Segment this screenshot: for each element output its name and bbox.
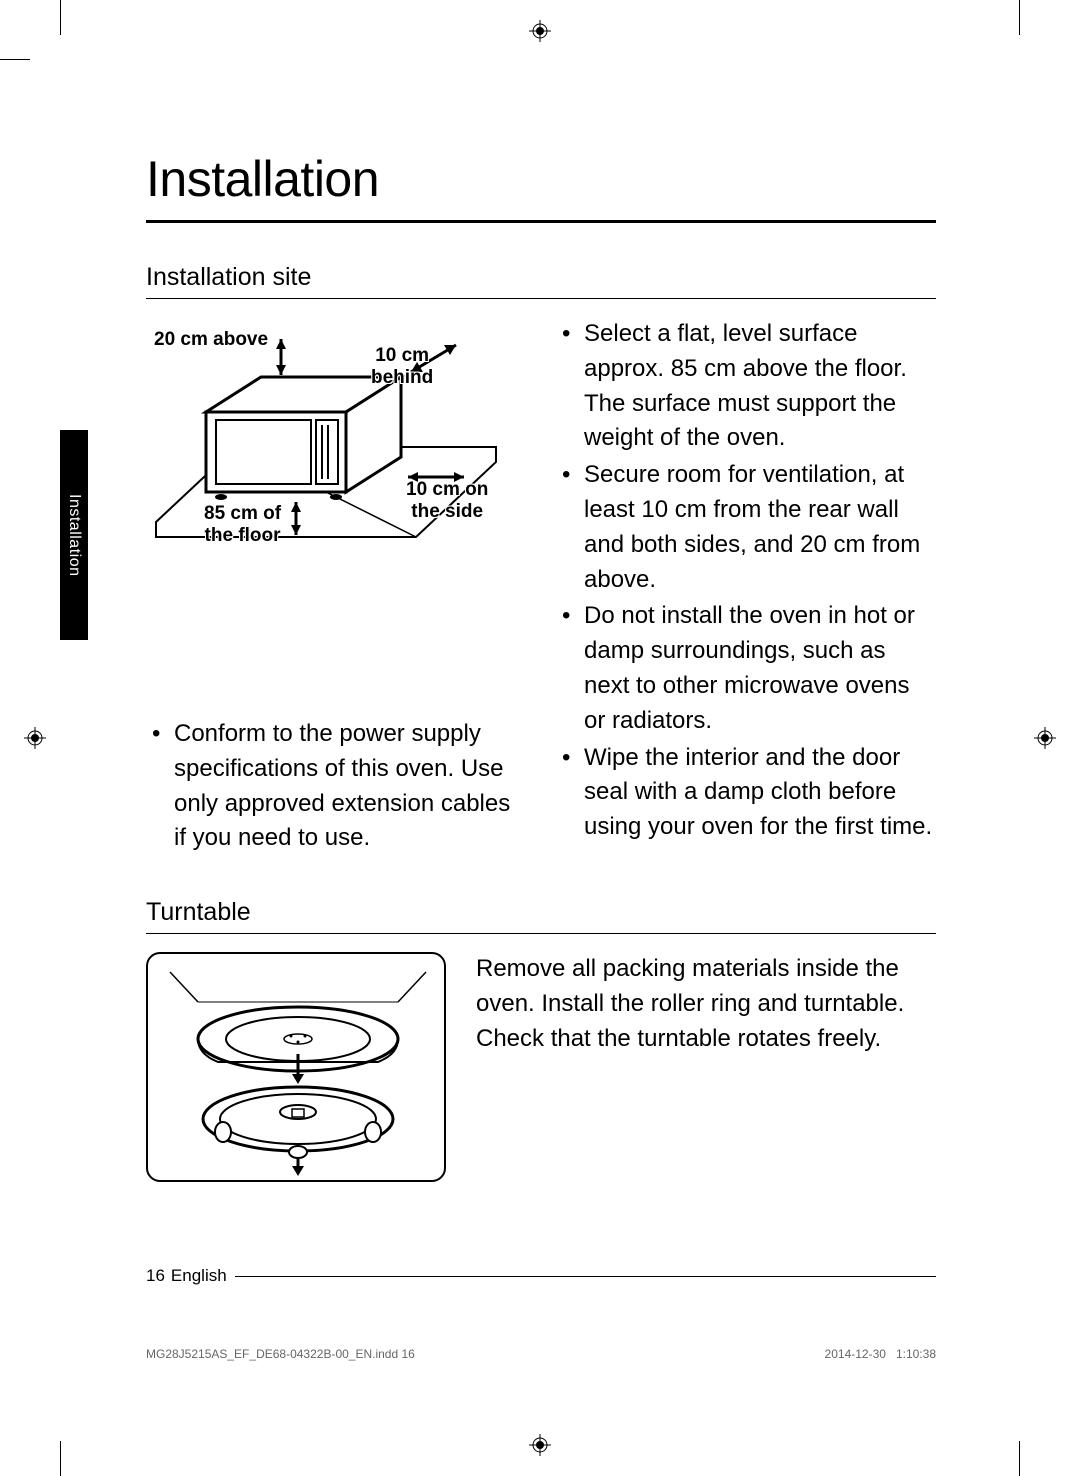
crop-mark — [0, 59, 30, 60]
turntable-text: Remove all packing materials inside the … — [476, 952, 936, 1056]
right-column: Select a flat, level surface approx. 85 … — [556, 317, 936, 858]
clearance-diagram: 20 cm above 10 cm behind 10 cm on the si… — [146, 317, 506, 567]
section-title-installation-site: Installation site — [146, 263, 936, 299]
page-frame: Installation Installation Installation s… — [60, 60, 1020, 1416]
crop-mark — [60, 0, 61, 35]
crop-mark — [1019, 1441, 1020, 1476]
registration-mark-icon — [529, 20, 551, 42]
section-title-turntable: Turntable — [146, 898, 936, 934]
registration-mark-icon — [529, 1434, 551, 1456]
imprint-datetime: 2014-12-30 1:10:38 — [825, 1347, 936, 1361]
diagram-label-side: 10 cm on the side — [406, 479, 488, 523]
diagram-label-floor: 85 cm of the floor — [204, 503, 281, 547]
left-column: 20 cm above 10 cm behind 10 cm on the si… — [146, 317, 526, 858]
installation-site-columns: 20 cm above 10 cm behind 10 cm on the si… — [146, 317, 936, 858]
turntable-section: Turntable — [146, 898, 936, 1182]
right-bullet-list: Select a flat, level surface approx. 85 … — [556, 317, 936, 845]
sidebar-label: Installation — [65, 494, 83, 577]
diagram-label-above: 20 cm above — [154, 329, 268, 351]
crop-mark — [60, 1441, 61, 1476]
microwave-clearance-svg — [146, 317, 506, 567]
footer-page-number: 16 — [146, 1266, 165, 1286]
crop-mark — [1019, 0, 1020, 35]
registration-mark-icon — [24, 727, 46, 749]
bullet-item: Wipe the interior and the door seal with… — [556, 741, 936, 845]
sidebar-tab: Installation — [60, 430, 88, 640]
bullet-item: Select a flat, level surface approx. 85 … — [556, 317, 936, 456]
diagram-label-behind: 10 cm behind — [371, 345, 433, 389]
turntable-svg — [148, 954, 448, 1184]
left-bullet-list: Conform to the power supply specificatio… — [146, 717, 526, 856]
imprint-filename: MG28J5215AS_EF_DE68-04322B-00_EN.indd 16 — [146, 1347, 415, 1361]
turntable-diagram-wrap — [146, 952, 446, 1182]
turntable-diagram — [146, 952, 446, 1182]
page-footer: 16 English — [146, 1266, 936, 1286]
footer-language: English — [171, 1266, 227, 1286]
turntable-columns: Remove all packing materials inside the … — [146, 952, 936, 1182]
content-area: Installation Installation site — [146, 150, 936, 1182]
footer-rule — [235, 1276, 936, 1277]
bullet-item: Conform to the power supply specificatio… — [146, 717, 526, 856]
imprint-row: MG28J5215AS_EF_DE68-04322B-00_EN.indd 16… — [146, 1347, 936, 1361]
bullet-item: Secure room for ventilation, at least 10… — [556, 458, 936, 597]
page-title: Installation — [146, 150, 936, 223]
bullet-item: Do not install the oven in hot or damp s… — [556, 599, 936, 738]
turntable-text-col: Remove all packing materials inside the … — [476, 952, 936, 1182]
registration-mark-icon — [1034, 727, 1056, 749]
